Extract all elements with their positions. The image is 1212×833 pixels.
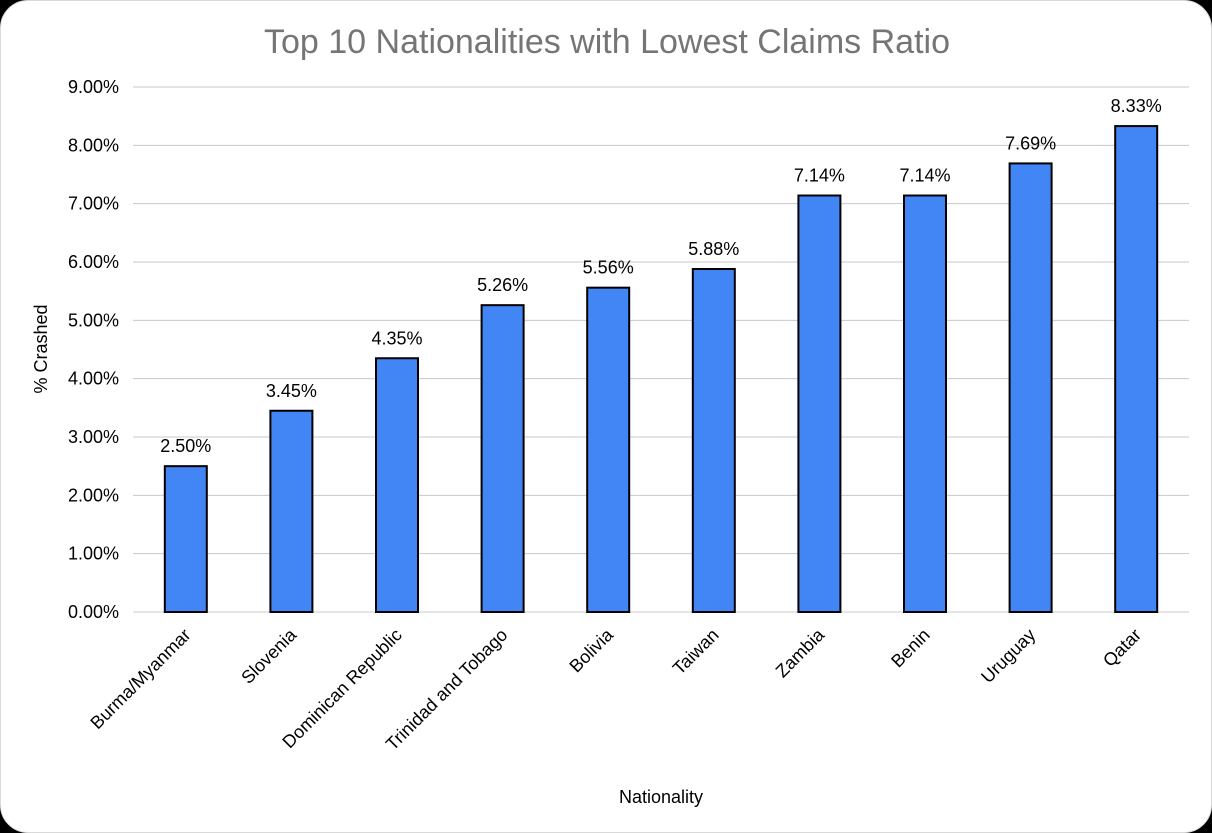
data-label: 7.69% — [1005, 133, 1056, 153]
x-tick-label: Burma/Myanmar — [86, 625, 194, 733]
x-tick-label: Zambia — [772, 624, 829, 681]
bar — [375, 357, 419, 613]
x-tick-label: Slovenia — [237, 624, 301, 688]
bar — [691, 268, 736, 613]
x-axis-title: Nationality — [619, 787, 703, 807]
y-tick-label: 0.00% — [68, 602, 119, 622]
y-tick-label: 8.00% — [68, 135, 119, 155]
x-tick-label: Qatar — [1099, 625, 1145, 671]
y-axis-title: % Crashed — [31, 304, 51, 393]
y-tick-label: 5.00% — [68, 310, 119, 330]
x-tick-label: Benin — [887, 625, 934, 672]
data-label: 3.45% — [266, 381, 317, 401]
bar — [269, 409, 314, 613]
bar — [586, 286, 631, 613]
bar — [797, 194, 842, 613]
bars — [163, 125, 1159, 614]
data-label: 7.14% — [794, 166, 845, 186]
x-tick-label: Taiwan — [669, 625, 723, 679]
y-tick-label: 9.00% — [68, 77, 119, 97]
y-tick-label: 7.00% — [68, 194, 119, 214]
data-label: 7.14% — [899, 166, 950, 186]
x-tick-label: Bolivia — [565, 624, 617, 676]
data-label: 2.50% — [160, 436, 211, 456]
chart-title: Top 10 Nationalities with Lowest Claims … — [264, 23, 950, 61]
y-tick-label: 6.00% — [68, 252, 119, 272]
data-label: 8.33% — [1111, 96, 1162, 116]
data-label: 4.35% — [371, 328, 422, 348]
x-tick-label: Trinidad and Tobago — [382, 625, 511, 754]
y-tick-label: 2.00% — [68, 485, 119, 505]
y-axis-tick-labels: 0.00% 1.00% 2.00% 3.00% 4.00% 5.00% 6.00% 7.00%… — [68, 77, 119, 622]
x-tick-label: Uruguay — [977, 625, 1039, 687]
bar — [903, 194, 947, 613]
data-label: 5.88% — [688, 239, 739, 259]
bar — [1008, 162, 1053, 614]
y-tick-label: 3.00% — [68, 427, 119, 447]
bar — [480, 304, 525, 613]
x-tick-label: Dominican Republic — [278, 625, 405, 752]
bar — [163, 465, 208, 613]
data-labels: 2.50% 3.45% 4.35% 5.26% 5.56% 5.88% 7.14% 7.14%… — [160, 96, 1161, 456]
data-label: 5.26% — [477, 275, 528, 295]
y-tick-label: 4.00% — [68, 369, 119, 389]
y-tick-label: 1.00% — [68, 544, 119, 564]
bar — [1114, 125, 1159, 613]
data-label: 5.56% — [583, 258, 634, 278]
